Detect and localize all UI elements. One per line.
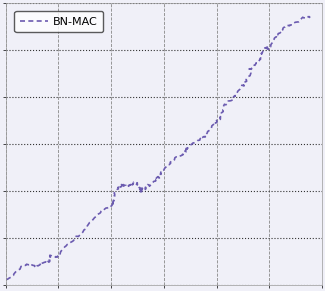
BN-MAC bbox=[261, 49, 265, 53]
BN-MAC bbox=[154, 178, 158, 181]
BN-MAC bbox=[198, 138, 202, 142]
BN-MAC bbox=[154, 176, 158, 180]
BN-MAC bbox=[305, 15, 309, 18]
BN-MAC bbox=[308, 16, 312, 20]
BN-MAC bbox=[6, 278, 9, 281]
Legend: BN-MAC: BN-MAC bbox=[14, 11, 103, 32]
BN-MAC bbox=[179, 154, 183, 157]
BN-MAC bbox=[4, 277, 8, 281]
Line: BN-MAC: BN-MAC bbox=[6, 16, 310, 279]
BN-MAC bbox=[301, 15, 305, 19]
